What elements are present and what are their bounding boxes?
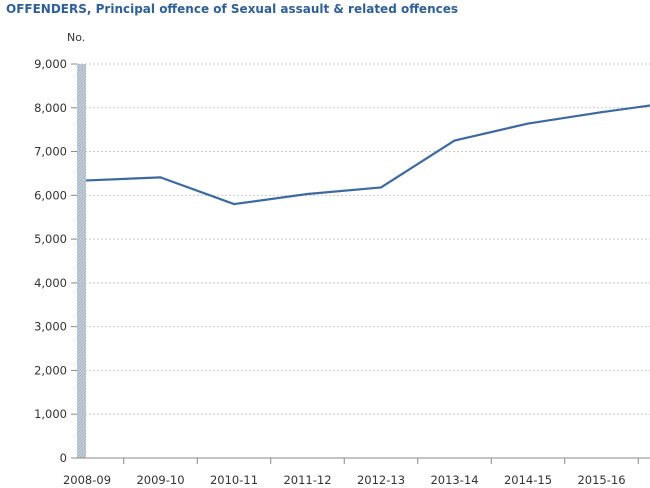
y-tick-label: 2,000: [34, 363, 67, 377]
y-axis-band: [77, 64, 86, 458]
data-point: [526, 122, 530, 125]
y-tick-label: 5,000: [34, 232, 67, 246]
data-point: [159, 176, 162, 179]
y-tick-label: 1,000: [34, 407, 67, 421]
data-point: [232, 202, 236, 206]
y-tick-label: 3,000: [34, 320, 67, 334]
x-tick-label: 2012-13: [357, 473, 405, 487]
x-tick-label: 2008-09: [63, 473, 111, 487]
x-tick-label: 2015-16: [577, 473, 625, 487]
y-axis-unit-label: No.: [67, 31, 86, 44]
data-point: [306, 192, 309, 196]
chart-title: OFFENDERS, Principal offence of Sexual a…: [6, 2, 459, 16]
x-tick-label: 2009-10: [136, 473, 184, 487]
data-point: [85, 179, 89, 182]
x-tick-label: 2010-11: [210, 473, 258, 487]
x-tick-label: 2014-15: [504, 473, 552, 487]
data-point: [379, 186, 383, 189]
y-tick-label: 9,000: [34, 57, 67, 71]
series-line: [85, 104, 650, 206]
x-tick-label: 2013-14: [430, 473, 478, 487]
data-point: [600, 111, 603, 114]
y-tick-label: 0: [60, 451, 67, 465]
y-tick-label: 6,000: [34, 188, 67, 202]
x-tick-label: 2011-12: [283, 473, 331, 487]
y-tick-label: 4,000: [34, 276, 67, 290]
y-tick-label: 7,000: [34, 145, 67, 159]
y-tick-label: 8,000: [34, 101, 67, 115]
data-point: [453, 139, 456, 142]
